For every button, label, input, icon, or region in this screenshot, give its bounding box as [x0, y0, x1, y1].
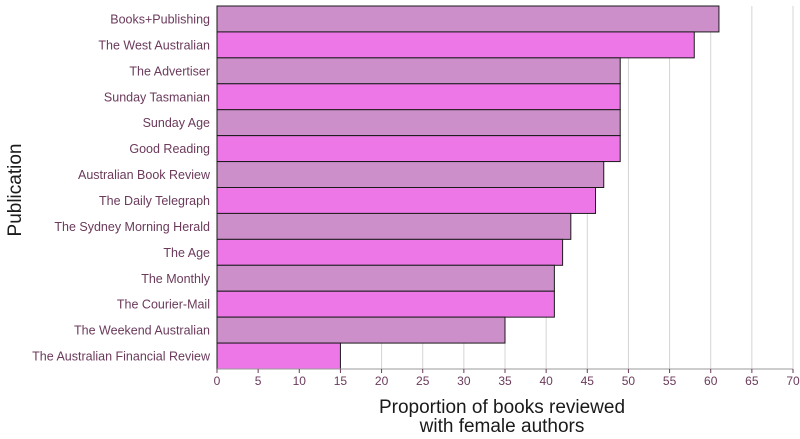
bar [216, 316, 506, 344]
category-label: Sunday Age [143, 116, 210, 130]
category-label: Good Reading [129, 142, 210, 156]
bar [216, 187, 597, 214]
x-tick-label: 20 [375, 374, 389, 388]
category-label: Sunday Tasmanian [104, 90, 210, 104]
category-labels: Books+Publishing The West Australian The A… [32, 12, 211, 363]
bar [216, 83, 621, 111]
x-axis-title-line2: with female authors [419, 416, 585, 437]
bar [216, 57, 621, 85]
category-label: The Australian Financial Review [32, 350, 211, 364]
x-tick-label: 10 [293, 374, 307, 388]
bar [216, 264, 555, 292]
bar [216, 161, 605, 188]
x-tick-label: 70 [786, 374, 800, 388]
x-tick-label: 45 [581, 374, 595, 388]
x-tick-label: 50 [622, 374, 636, 388]
category-label: The West Australian [98, 38, 210, 52]
category-label: Australian Book Review [78, 168, 211, 182]
x-tick-label: 0 [214, 374, 221, 388]
category-label: The Daily Telegraph [99, 194, 210, 208]
bars-group [216, 5, 720, 370]
x-tick-label: 60 [704, 374, 718, 388]
x-tick-label: 35 [498, 374, 512, 388]
category-label: The Weekend Australian [74, 324, 210, 338]
category-label: The Advertiser [129, 64, 210, 78]
x-axis: 0 5 10 15 20 25 30 35 40 45 50 55 60 65 70 [214, 368, 800, 388]
x-tick-label: 30 [457, 374, 471, 388]
y-axis-title: Publication [5, 144, 26, 237]
category-label: The Age [163, 246, 210, 260]
category-label: The Courier-Mail [117, 298, 210, 312]
x-tick-label: 40 [539, 374, 553, 388]
x-tick-label: 55 [663, 374, 677, 388]
bar [216, 5, 720, 33]
x-axis-title-line1: Proportion of books reviewed [379, 397, 625, 418]
bar [216, 31, 695, 59]
category-label: The Sydney Morning Herald [54, 220, 210, 234]
x-tick-label: 65 [745, 374, 759, 388]
bar [216, 290, 555, 318]
bar [216, 238, 564, 266]
bar [216, 135, 621, 163]
bar [216, 342, 341, 370]
bar [216, 109, 621, 137]
x-tick-label: 5 [255, 374, 262, 388]
category-label: Books+Publishing [110, 12, 210, 26]
category-label: The Monthly [141, 272, 211, 286]
x-tick-label: 15 [334, 374, 348, 388]
bar [216, 212, 572, 240]
x-tick-label: 25 [416, 374, 430, 388]
